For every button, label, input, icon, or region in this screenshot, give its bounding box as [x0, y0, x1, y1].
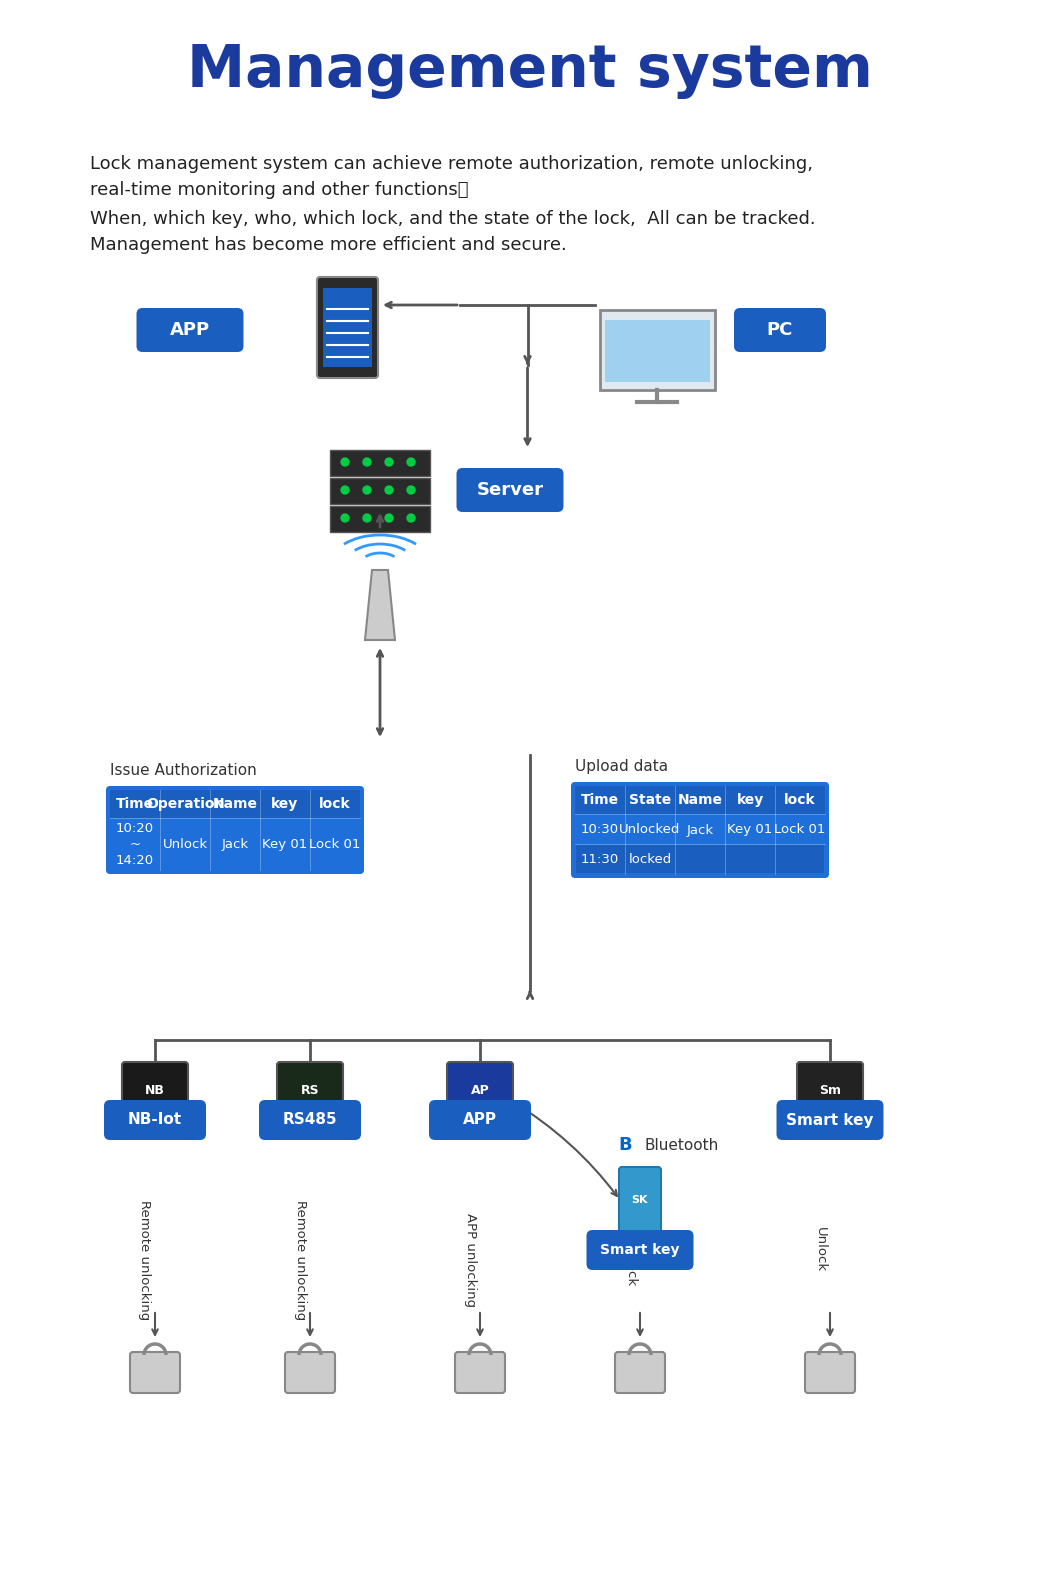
Text: Operation: Operation [146, 797, 224, 811]
Circle shape [407, 458, 416, 466]
Text: Smart key: Smart key [787, 1112, 873, 1128]
Text: RS485: RS485 [283, 1112, 337, 1128]
Text: locked: locked [629, 852, 672, 865]
Text: When, which key, who, which lock, and the state of the lock,  All can be tracked: When, which key, who, which lock, and th… [90, 210, 815, 254]
Text: RS: RS [301, 1084, 319, 1097]
FancyBboxPatch shape [137, 308, 244, 352]
FancyBboxPatch shape [429, 1100, 531, 1139]
FancyBboxPatch shape [259, 1100, 361, 1139]
FancyBboxPatch shape [734, 308, 826, 352]
FancyBboxPatch shape [457, 469, 564, 511]
Text: Lock management system can achieve remote authorization, remote unlocking,
real-: Lock management system can achieve remot… [90, 155, 813, 199]
FancyBboxPatch shape [330, 478, 430, 503]
Text: Lock 01: Lock 01 [310, 838, 360, 851]
FancyBboxPatch shape [447, 1062, 513, 1117]
Text: Management system: Management system [187, 41, 873, 98]
Text: APP: APP [170, 320, 210, 339]
Text: SK: SK [632, 1195, 649, 1206]
Text: Name: Name [677, 794, 723, 806]
Text: Unlock: Unlock [162, 838, 208, 851]
FancyBboxPatch shape [615, 1352, 665, 1393]
Text: AP: AP [471, 1084, 490, 1097]
Circle shape [341, 486, 349, 494]
FancyBboxPatch shape [130, 1352, 180, 1393]
FancyBboxPatch shape [122, 1062, 188, 1117]
FancyBboxPatch shape [110, 791, 360, 817]
Text: Bluetooth: Bluetooth [644, 1138, 720, 1152]
Text: B: B [618, 1136, 632, 1154]
FancyBboxPatch shape [571, 783, 829, 877]
Text: lock: lock [319, 797, 351, 811]
Text: Remote unlocking: Remote unlocking [139, 1199, 152, 1321]
Text: PC: PC [766, 320, 793, 339]
Circle shape [407, 514, 416, 522]
Text: APP unlocking: APP unlocking [463, 1213, 477, 1307]
FancyBboxPatch shape [323, 289, 372, 368]
Text: lock: lock [784, 794, 816, 806]
Text: NB-Iot: NB-Iot [128, 1112, 182, 1128]
Text: 10:20
~
14:20: 10:20 ~ 14:20 [116, 822, 154, 866]
FancyBboxPatch shape [805, 1352, 855, 1393]
FancyBboxPatch shape [777, 1100, 883, 1139]
Text: Unlock: Unlock [623, 1242, 636, 1288]
Circle shape [407, 486, 416, 494]
FancyBboxPatch shape [605, 320, 710, 382]
Text: Jack: Jack [687, 824, 713, 836]
Text: Time: Time [116, 797, 154, 811]
Text: key: key [737, 794, 763, 806]
FancyBboxPatch shape [575, 786, 825, 814]
Text: State: State [629, 794, 671, 806]
Text: Jack: Jack [222, 838, 248, 851]
Circle shape [385, 458, 393, 466]
FancyBboxPatch shape [455, 1352, 505, 1393]
Polygon shape [365, 570, 395, 641]
Text: Upload data: Upload data [575, 759, 668, 773]
Circle shape [363, 486, 371, 494]
FancyBboxPatch shape [277, 1062, 343, 1117]
FancyBboxPatch shape [317, 278, 378, 379]
Circle shape [385, 486, 393, 494]
Text: APP: APP [463, 1112, 497, 1128]
Text: NB: NB [145, 1084, 165, 1097]
FancyBboxPatch shape [285, 1352, 335, 1393]
Circle shape [363, 514, 371, 522]
Text: 11:30: 11:30 [581, 852, 619, 865]
Text: Time: Time [581, 794, 619, 806]
Text: 10:30: 10:30 [581, 822, 619, 835]
Text: Unlocked: Unlocked [619, 822, 681, 835]
Text: Key 01: Key 01 [727, 822, 773, 835]
Text: Lock 01: Lock 01 [774, 822, 826, 835]
FancyBboxPatch shape [797, 1062, 863, 1117]
FancyBboxPatch shape [106, 786, 364, 874]
Text: key: key [271, 797, 299, 811]
FancyBboxPatch shape [576, 844, 824, 873]
Text: Server: Server [477, 481, 544, 499]
FancyBboxPatch shape [619, 1168, 661, 1232]
Text: Key 01: Key 01 [263, 838, 307, 851]
Circle shape [341, 458, 349, 466]
Text: Remote unlocking: Remote unlocking [294, 1199, 306, 1321]
Circle shape [341, 514, 349, 522]
Circle shape [385, 514, 393, 522]
FancyBboxPatch shape [586, 1229, 693, 1270]
FancyBboxPatch shape [104, 1100, 206, 1139]
Text: Smart key: Smart key [600, 1243, 679, 1258]
Circle shape [363, 458, 371, 466]
FancyBboxPatch shape [600, 309, 716, 390]
FancyBboxPatch shape [330, 450, 430, 477]
FancyBboxPatch shape [330, 507, 430, 532]
Text: Unlock: Unlock [813, 1228, 827, 1272]
Text: Name: Name [212, 797, 258, 811]
Text: Issue Authorization: Issue Authorization [110, 764, 257, 778]
Text: Sm: Sm [819, 1084, 841, 1097]
